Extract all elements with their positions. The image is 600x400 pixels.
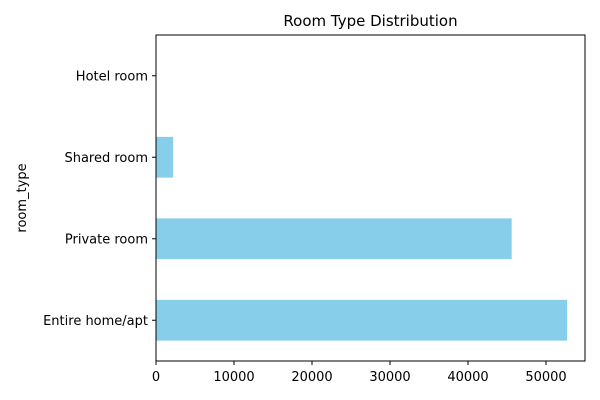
y-tick-label-private-room: Private room xyxy=(65,232,148,247)
bars-layer xyxy=(156,136,568,341)
x-tick-label-30000: 30000 xyxy=(369,370,410,385)
y-tick-label-hotel-room: Hotel room xyxy=(76,69,148,84)
plot-frame xyxy=(155,34,586,362)
x-tick-label-40000: 40000 xyxy=(447,370,488,385)
bar-private-room xyxy=(156,218,512,260)
bar-shared-room xyxy=(156,136,174,178)
y-axis-label: room_type xyxy=(15,163,30,232)
bar-entire-home-apt xyxy=(156,299,568,341)
y-tick-label-shared-room: Shared room xyxy=(64,151,148,166)
x-ticks: 0 10000 20000 30000 40000 50000 xyxy=(152,361,567,385)
chart-title: Room Type Distribution xyxy=(283,12,457,30)
x-tick-label-20000: 20000 xyxy=(291,370,332,385)
y-ticks: Entire home/apt Private room Shared room Ho… xyxy=(43,69,156,329)
x-tick-label-50000: 50000 xyxy=(525,370,566,385)
y-tick-label-entire-home-apt: Entire home/apt xyxy=(43,314,148,329)
x-tick-label-0: 0 xyxy=(152,370,160,385)
x-tick-label-10000: 10000 xyxy=(213,370,254,385)
